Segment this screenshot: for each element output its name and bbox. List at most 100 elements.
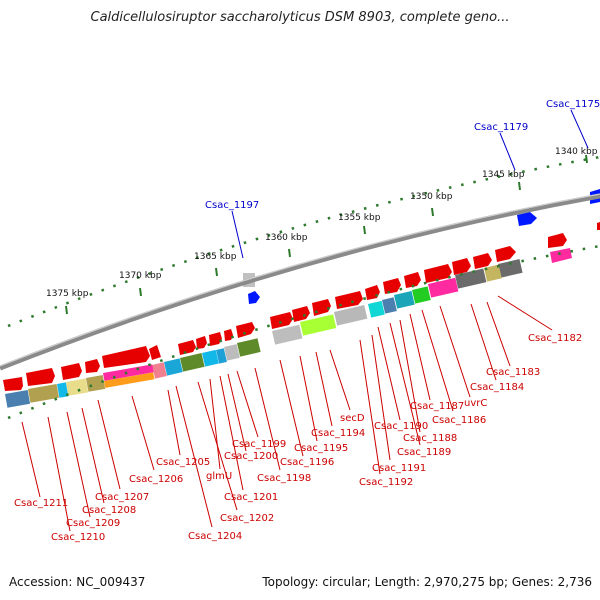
gene-label: Csac_1196 xyxy=(280,457,334,468)
gene-arrow xyxy=(26,368,55,386)
gene-label: Csac_1189 xyxy=(397,447,451,458)
gene-label: Csac_1175 xyxy=(546,99,600,110)
ruler-tick xyxy=(215,267,218,277)
gene-box xyxy=(66,378,89,396)
gene-arrow xyxy=(424,264,452,283)
gene-arrow xyxy=(548,233,567,248)
gene-label: Csac_1182 xyxy=(528,333,582,344)
ruler-label: 1360 kbp xyxy=(265,233,308,243)
ruler-tick xyxy=(65,305,68,315)
gene-label: glmU xyxy=(206,471,232,482)
genome-backbone-highlight xyxy=(0,193,600,367)
ruler-tick xyxy=(288,248,291,258)
gene-label: Csac_1211 xyxy=(14,498,68,509)
gene-box xyxy=(104,372,155,388)
ruler: 1340 kbp 1345 kbp 1350 kbp 1355 kbp 1360… xyxy=(7,147,600,328)
gene-box xyxy=(382,297,397,314)
gene-label: Csac_1192 xyxy=(359,477,413,488)
gene-arrow xyxy=(85,359,100,373)
gene-label: Csac_1199 xyxy=(232,439,286,450)
gene-label: Csac_1198 xyxy=(257,473,311,484)
gene-box xyxy=(5,390,31,408)
gene-box xyxy=(272,324,303,345)
gene-box xyxy=(57,382,69,398)
gene-arrow xyxy=(196,336,207,349)
gene-box xyxy=(224,344,240,361)
topology-text: Topology: circular; Length: 2,970,275 bp… xyxy=(262,575,592,589)
gene-arrow xyxy=(452,258,471,275)
gene-box xyxy=(201,349,219,367)
gene-box xyxy=(412,286,431,304)
ruler-tick xyxy=(585,154,588,164)
gene-arrow xyxy=(209,332,222,346)
gene-box xyxy=(428,277,459,298)
outer-genes[interactable] xyxy=(243,189,600,304)
ruler-tick xyxy=(363,225,366,235)
gene-label: Csac_1188 xyxy=(403,433,457,444)
top-labels: Csac_1175 Csac_1179 Csac_1197 xyxy=(205,99,600,259)
gene-arrow xyxy=(550,248,572,263)
gene-box xyxy=(333,305,368,326)
gene-arrow xyxy=(236,322,255,338)
ruler-label: 1355 kbp xyxy=(338,213,381,223)
gene-label: Csac_1187 xyxy=(410,401,464,412)
gene-label: Csac_1210 xyxy=(51,532,105,543)
gene-box xyxy=(179,353,205,372)
gene-label: Csac_1200 xyxy=(224,451,278,462)
genome-backbone xyxy=(0,193,600,371)
gene-label: Csac_1183 xyxy=(486,367,540,378)
ruler-label: 1365 kbp xyxy=(194,252,237,262)
gene-label: Csac_1195 xyxy=(294,443,348,454)
ruler-label: 1375 kbp xyxy=(46,289,89,299)
gene-arrow xyxy=(292,306,310,322)
gene-label: Csac_1204 xyxy=(188,531,242,542)
gene-arrow xyxy=(517,212,537,226)
gene-label: Csac_1201 xyxy=(224,492,278,503)
gene-label: Csac_1202 xyxy=(220,513,274,524)
gene-box xyxy=(164,358,183,376)
gene-arrow xyxy=(335,291,363,309)
gene-arrow xyxy=(3,377,23,391)
gene-arrow xyxy=(102,346,150,368)
gene-row-forward[interactable] xyxy=(3,246,516,391)
accession-text: Accession: NC_009437 xyxy=(9,575,146,589)
gene-label: Csac_1208 xyxy=(82,505,136,516)
gene-label: Csac_1191 xyxy=(372,463,426,474)
gene-arrow xyxy=(224,329,233,341)
gene-box xyxy=(484,264,502,282)
gene-label: Csac_1209 xyxy=(66,518,120,529)
gene-box xyxy=(152,362,167,379)
gene-label: Csac_1186 xyxy=(432,415,486,426)
gene-label: Csac_1206 xyxy=(129,474,183,485)
gene-box xyxy=(216,348,227,364)
gene-arrow xyxy=(248,291,260,304)
gene-box xyxy=(28,383,59,403)
gene-label: uvrC xyxy=(464,398,487,409)
gene-label: Csac_1190 xyxy=(374,421,428,432)
gene-box xyxy=(454,268,487,289)
ruler-tick xyxy=(139,287,142,297)
gene-arrow xyxy=(270,312,293,329)
gene-arrow xyxy=(495,246,516,262)
ruler-label: 1340 kbp xyxy=(555,147,598,157)
leader-line xyxy=(231,210,244,259)
ruler-dotted-arc xyxy=(7,155,600,328)
gene-arrow xyxy=(473,253,492,269)
ruler-label: 1370 kbp xyxy=(119,271,162,281)
gene-row-boxes[interactable] xyxy=(5,259,523,408)
gene-label: Csac_1184 xyxy=(470,382,524,393)
gene-label: Csac_1205 xyxy=(156,457,210,468)
gene-label: secD xyxy=(340,413,365,424)
ruler-tick xyxy=(431,207,434,217)
gene-label: Csac_1197 xyxy=(205,200,259,211)
gene-box xyxy=(368,300,385,318)
gene-box xyxy=(299,314,337,336)
gene-arrow xyxy=(597,222,600,230)
gene-box xyxy=(237,338,261,357)
leader-line xyxy=(570,109,589,149)
gene-label: Csac_1179 xyxy=(474,122,528,133)
ruler-label: 1345 kbp xyxy=(482,170,525,180)
leader-line xyxy=(499,132,516,171)
gene-arrow xyxy=(178,340,196,355)
